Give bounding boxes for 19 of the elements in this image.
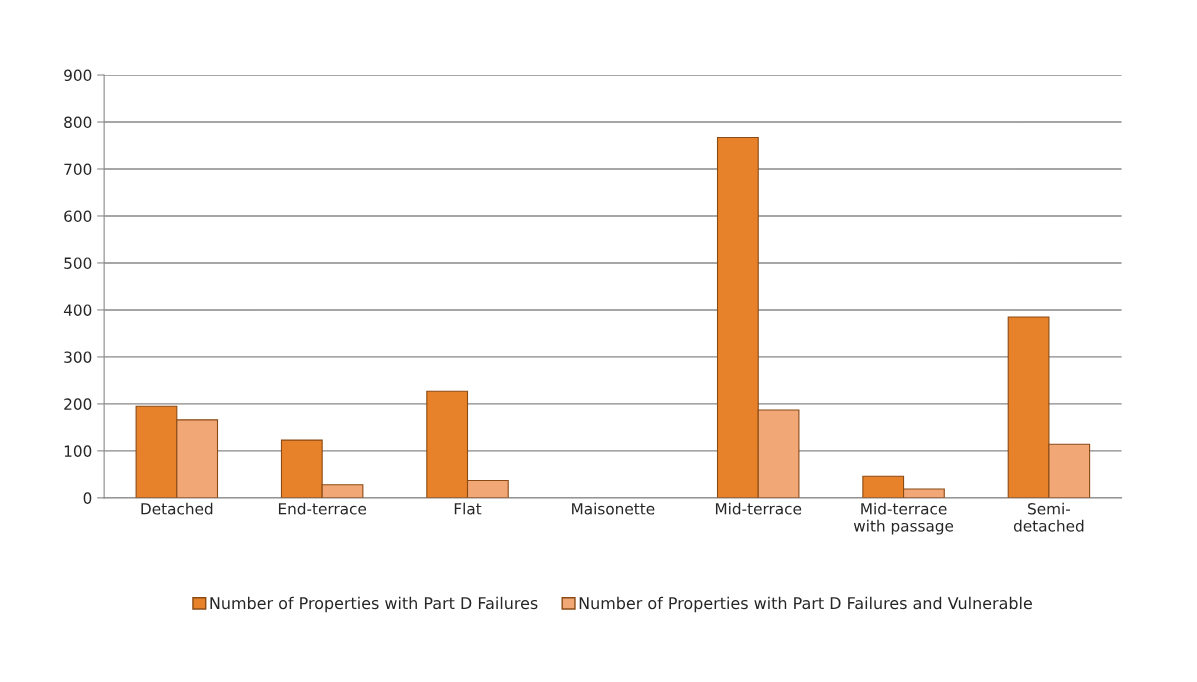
y-tick-label: 700 <box>64 163 92 176</box>
y-tick-label: 800 <box>64 116 92 129</box>
x-tick-label: Semi- detached <box>1013 502 1084 532</box>
y-tick-label: 400 <box>63 304 92 316</box>
y-tick-label: 200 <box>64 398 92 410</box>
x-tick-label: Flat <box>454 502 482 515</box>
y-tick-label: 500 <box>64 257 92 269</box>
x-tick-label: Mid-terrace with passage <box>853 502 954 535</box>
x-tick-label: Detached <box>141 502 213 515</box>
x-tick-label: Mid-terrace <box>715 502 802 515</box>
y-tick-label: 300 <box>64 351 92 363</box>
x-tick-label: Maisonette <box>572 502 655 515</box>
legend-label: Number of Properties with Part D Failures <box>210 596 538 613</box>
y-tick-label: 600 <box>64 210 92 222</box>
legend-label: Number of Properties with Part D Failures and Vulnerable <box>579 596 1032 613</box>
y-tick-label: 0 <box>83 492 92 504</box>
x-tick-label: End-terrace <box>278 502 367 515</box>
y-tick-label: 900 <box>64 69 92 82</box>
y-tick-label: 100 <box>64 445 92 457</box>
